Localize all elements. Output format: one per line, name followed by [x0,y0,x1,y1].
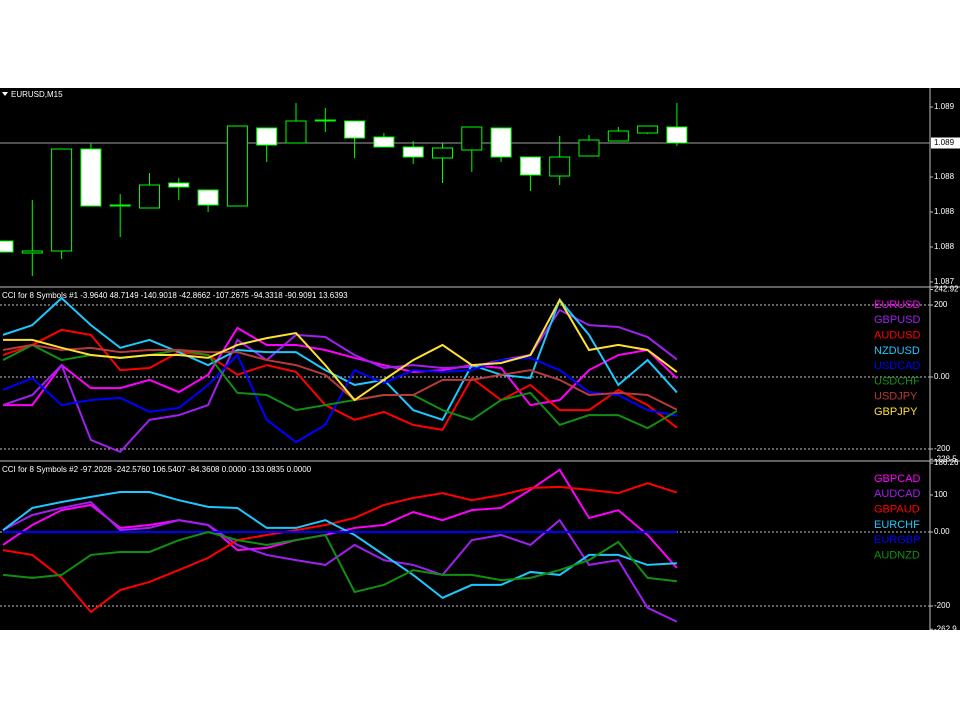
symbol-menu-arrow[interactable] [2,92,8,96]
legend-entry: USDCAD [874,360,921,372]
legend-entry: EURGBP [874,534,920,546]
candle-body [314,119,336,122]
candle-body [344,120,366,139]
candle-body [549,156,571,177]
cci-line [2,491,677,600]
cci-line [2,343,678,411]
indicator-title: CCI for 8 Symbols #2 -97.2028 -242.5760 … [2,465,312,474]
legend-entry: NZDUSD [874,345,920,357]
cci-line [2,353,678,444]
candle-body [256,127,278,146]
candle-body [109,204,131,207]
y-tick-label: 186.26 [934,458,959,467]
cci-line [2,328,678,432]
legend-entry: EURCHF [874,519,920,531]
cci-line [2,530,678,594]
candle-body [197,189,219,206]
cci-line [2,482,678,614]
price-label: 1.089 [934,138,955,147]
candle-body [432,147,453,159]
candle-body [373,136,395,148]
y-tick-label: 1.088 [934,172,955,181]
candle-body [21,250,43,254]
candle-body [402,146,424,158]
legend-entry: EURUSD [874,299,921,311]
legend-entry: USDJPY [874,391,918,403]
candle-body [490,127,512,158]
candle-body [666,126,688,144]
y-tick-label: 0.00 [934,527,950,536]
legend-entry: AUDCAD [874,488,921,500]
y-tick-label: -200 [934,601,951,610]
candle-body [285,120,307,144]
y-tick-label: 1.087 [934,277,955,286]
legend-entry: GBPAUD [874,504,920,516]
y-tick-label: 1.089 [934,102,955,111]
candle-body [51,148,73,252]
y-tick-label: -262.9 [934,624,957,633]
candle-body [168,182,190,188]
legend-entry: AUDNZD [874,549,920,561]
price-label-box [931,137,960,149]
legend-entry: AUDUSD [874,330,921,342]
y-tick-label: -228.5 [934,454,957,463]
legend-entry: GBPUSD [874,314,921,326]
chart-title: EURUSD,M15 [11,90,63,99]
y-tick-label: 1.088 [934,242,955,251]
candle-body [519,156,541,176]
candle-body [578,139,600,157]
cci-line [2,308,678,454]
chart-background [0,88,960,630]
candle-body [0,240,14,253]
y-tick-label: -200 [934,444,951,453]
candle-body [80,148,102,207]
y-tick-label: 0.00 [934,372,950,381]
candle-body [461,126,483,151]
legend-entry: GBPJPY [874,406,918,418]
cci-line [2,296,678,422]
cci-line [3,326,678,407]
cci-line [2,500,678,623]
legend-entry: USDCHF [874,375,920,387]
y-tick-label: 242.92 [934,285,959,294]
candle-body [226,125,248,207]
cci-line [3,297,678,402]
y-tick-label: 1.088 [934,207,955,216]
candle-body [139,184,160,209]
y-tick-label: 200 [934,300,948,309]
candle-body [637,125,659,134]
candle-body [607,130,629,142]
legend-entry: GBPCAD [874,473,921,485]
indicator-title: CCI for 8 Symbols #1 -3.9640 48.7149 -14… [2,291,348,300]
y-tick-label: 100 [934,490,948,499]
